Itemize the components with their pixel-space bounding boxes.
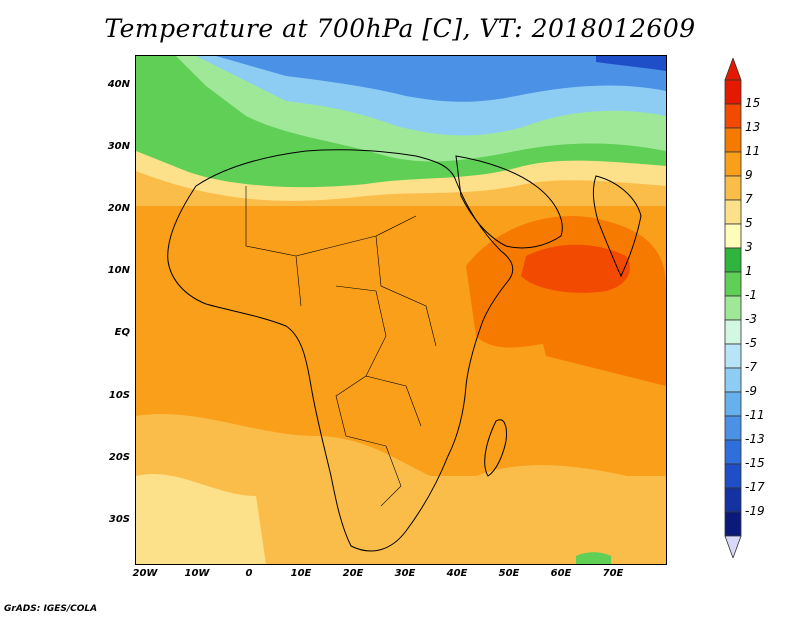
colorbar bbox=[724, 58, 742, 558]
colorbar-label: -19 bbox=[745, 504, 765, 518]
colorbar-label: 7 bbox=[745, 192, 753, 206]
temperature-band-1c-bottom bbox=[576, 552, 611, 564]
temperature-map bbox=[135, 55, 667, 565]
lat-label-eq: EQ bbox=[114, 327, 130, 338]
colorbar-swatch bbox=[724, 391, 742, 417]
map-canvas bbox=[136, 56, 666, 564]
colorbar-swatch bbox=[724, 127, 742, 153]
colorbar-swatch bbox=[724, 511, 742, 537]
colorbar-swatch bbox=[724, 103, 742, 129]
map-title: Temperature at 700hPa [C], VT: 201801260… bbox=[104, 14, 696, 43]
temperature-band-5c-south bbox=[136, 473, 266, 564]
colorbar-swatch bbox=[724, 175, 742, 201]
colorbar-swatch bbox=[724, 247, 742, 273]
temperature-band-13c bbox=[521, 244, 630, 293]
colorbar-label: 9 bbox=[745, 168, 753, 182]
colorbar-swatch bbox=[724, 271, 742, 297]
colorbar-swatch bbox=[724, 79, 742, 105]
lat-label-10n: 10N bbox=[107, 265, 130, 276]
colorbar-label: 5 bbox=[745, 216, 753, 230]
lat-label-30s: 30S bbox=[108, 514, 130, 525]
lon-label-20w: 20W bbox=[132, 568, 158, 579]
colorbar-label: -3 bbox=[745, 312, 757, 326]
lon-label-20e: 20E bbox=[342, 568, 364, 579]
colorbar-top-arrow bbox=[724, 58, 742, 81]
colorbar-label: 3 bbox=[745, 240, 753, 254]
colorbar-label: 11 bbox=[745, 144, 761, 158]
lon-label-70e: 70E bbox=[602, 568, 624, 579]
lon-label-40e: 40E bbox=[446, 568, 468, 579]
lat-label-30n: 30N bbox=[107, 141, 130, 152]
colorbar-swatch bbox=[724, 439, 742, 465]
africa-coastline bbox=[167, 149, 514, 552]
lon-label-10w: 10W bbox=[184, 568, 210, 579]
footer-credit: GrADS: IGES/COLA bbox=[4, 604, 98, 614]
arabia-coastline bbox=[455, 155, 563, 249]
colorbar-label: 1 bbox=[745, 264, 753, 278]
lon-label-50e: 50E bbox=[498, 568, 520, 579]
colorbar-label: 15 bbox=[745, 96, 761, 110]
colorbar-swatch bbox=[724, 295, 742, 321]
colorbar-label: 13 bbox=[745, 120, 761, 134]
colorbar-swatch bbox=[724, 151, 742, 177]
temperature-band-neg15c bbox=[596, 56, 666, 71]
country-borders bbox=[245, 186, 437, 507]
lon-label-30e: 30E bbox=[394, 568, 416, 579]
colorbar-swatch bbox=[724, 415, 742, 441]
lon-label-0: 0 bbox=[245, 568, 253, 579]
temperature-band-neg11c bbox=[216, 56, 666, 102]
colorbar-label: -1 bbox=[745, 288, 757, 302]
colorbar-swatch bbox=[724, 463, 742, 489]
colorbar-label: -9 bbox=[745, 384, 757, 398]
lat-label-40n: 40N bbox=[107, 79, 130, 90]
lat-label-20n: 20N bbox=[107, 203, 130, 214]
lon-label-60e: 60E bbox=[550, 568, 572, 579]
colorbar-swatch bbox=[724, 343, 742, 369]
lat-label-10s: 10S bbox=[108, 390, 130, 401]
colorbar-label: -5 bbox=[745, 336, 757, 350]
colorbar-bottom-arrow bbox=[724, 535, 742, 558]
colorbar-swatch bbox=[724, 223, 742, 249]
colorbar-label: -11 bbox=[745, 408, 765, 422]
colorbar-label: -17 bbox=[745, 480, 765, 494]
lon-label-10e: 10E bbox=[290, 568, 312, 579]
india-coastline bbox=[592, 175, 642, 278]
temperature-band-7c-southeast bbox=[476, 465, 666, 564]
colorbar-label: -13 bbox=[745, 432, 765, 446]
colorbar-swatch bbox=[724, 487, 742, 513]
colorbar-label: -7 bbox=[745, 360, 757, 374]
colorbar-swatch bbox=[724, 319, 742, 345]
colorbar-swatch bbox=[724, 199, 742, 225]
lat-label-20s: 20S bbox=[108, 452, 130, 463]
colorbar-swatch bbox=[724, 367, 742, 393]
temperature-band-11c-ocean bbox=[536, 311, 666, 386]
colorbar-label: -15 bbox=[745, 456, 765, 470]
madagascar-coastline bbox=[484, 419, 507, 477]
